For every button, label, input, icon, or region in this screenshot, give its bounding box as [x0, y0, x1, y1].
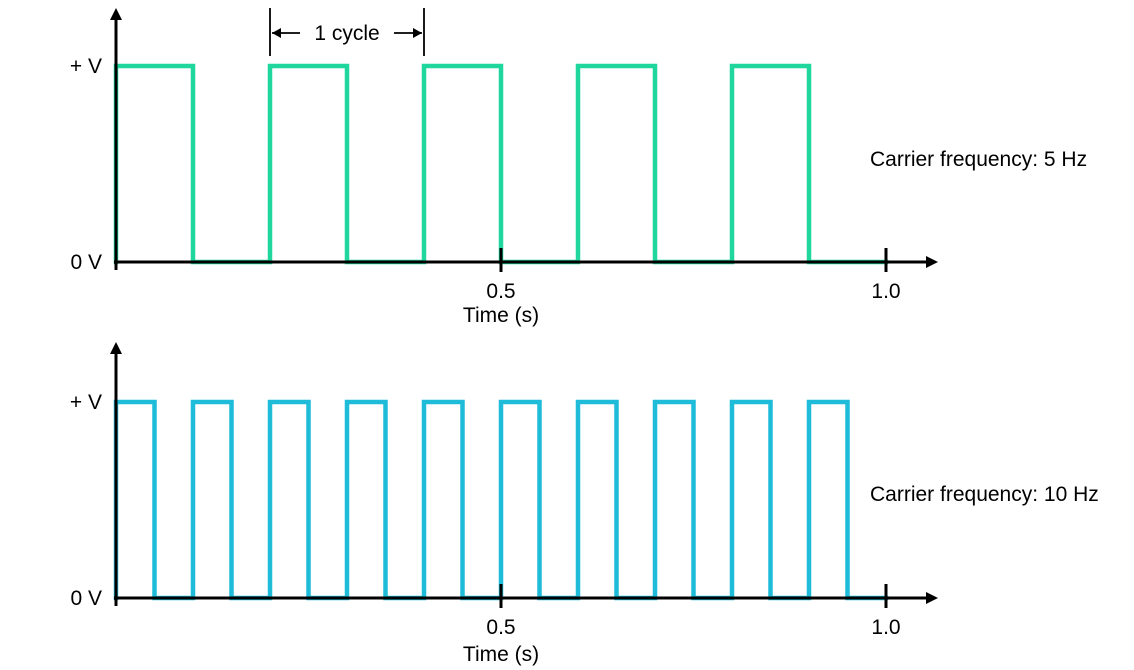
chart-0-x-tick-label-1: 1.0: [871, 280, 900, 303]
chart-0-y-label-zero: 0 V: [70, 251, 102, 274]
chart-1-carrier-frequency-label: Carrier frequency: 10 Hz: [870, 483, 1099, 506]
chart-0-waveform-line: [113, 63, 889, 265]
chart-1-x-tick-label-1: 1.0: [871, 616, 900, 639]
chart-0-cycle-label: 1 cycle: [314, 22, 379, 45]
chart-0-x-tick-label-0: 0.5: [486, 280, 515, 303]
chart-0-y-axis-arrowhead: [110, 8, 122, 20]
chart-0-x-axis-arrowhead: [926, 256, 938, 268]
chart-1-y-axis-arrowhead: [110, 342, 122, 354]
chart-0-cycle-arrowhead-left: [272, 28, 281, 38]
chart-1-x-axis-label: Time (s): [463, 643, 539, 666]
chart-0-x-axis-label: Time (s): [463, 304, 539, 327]
chart-1-x-tick-label-0: 0.5: [486, 616, 515, 639]
chart-1-waveform-line: [113, 399, 889, 601]
chart-0-cycle-arrowhead-right: [413, 28, 422, 38]
chart-1-x-axis-arrowhead: [926, 592, 938, 604]
chart-1-y-label-zero: 0 V: [70, 587, 102, 610]
chart-0-y-label-high: + V: [70, 55, 102, 78]
chart-0-carrier-frequency-label: Carrier frequency: 5 Hz: [870, 148, 1087, 171]
chart-1-y-label-high: + V: [70, 391, 102, 414]
